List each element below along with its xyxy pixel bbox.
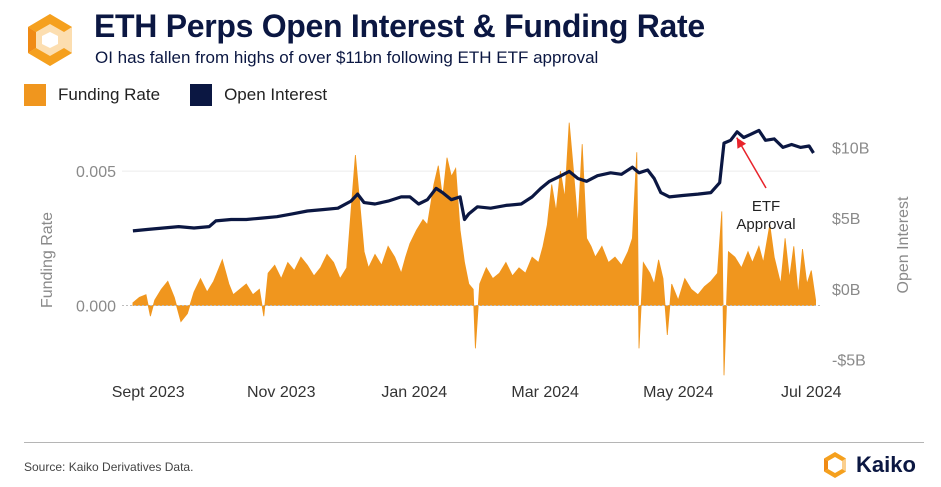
- kaiko-logo: [28, 14, 72, 66]
- y-right-axis-title: Open Interest: [895, 196, 912, 294]
- y-left-axis-title: Funding Rate: [39, 212, 56, 308]
- chart-subtitle: OI has fallen from highs of over $11bn f…: [95, 48, 599, 67]
- x-tick-label: Jan 2024: [381, 384, 447, 401]
- brand-name: Kaiko: [856, 452, 916, 477]
- legend-label-open-interest: Open Interest: [224, 85, 328, 104]
- y-right-tick-label: $5B: [832, 211, 860, 228]
- x-tick-label: May 2024: [643, 384, 713, 401]
- y-left-tick-label: 0.000: [76, 298, 116, 315]
- legend: Funding Rate Open Interest: [24, 84, 357, 106]
- chart-title: ETH Perps Open Interest & Funding Rate: [94, 8, 705, 44]
- x-tick-label: Mar 2024: [511, 384, 579, 401]
- open-interest-line: [132, 128, 815, 233]
- kaiko-brand-icon: [824, 452, 846, 478]
- annotation-arrow-head: [736, 137, 747, 149]
- y-right-tick-label: $0B: [832, 282, 860, 299]
- legend-swatch-open-interest: [190, 84, 213, 106]
- legend-item-funding-rate: Funding Rate: [24, 84, 160, 106]
- brand: Kaiko: [820, 450, 916, 480]
- legend-swatch-funding-rate: [24, 84, 46, 106]
- legend-label-funding-rate: Funding Rate: [58, 85, 161, 104]
- footer-divider: [24, 442, 924, 443]
- annotation-text: Approval: [736, 216, 795, 233]
- funding-rate-area: [132, 122, 816, 376]
- y-left-tick-label: 0.005: [76, 164, 116, 181]
- annotation-text: ETF: [752, 198, 780, 215]
- x-tick-label: Sept 2023: [112, 384, 185, 401]
- y-right-tick-label: $10B: [832, 140, 869, 157]
- source-note: Source: Kaiko Derivatives Data.: [24, 460, 194, 474]
- y-right-tick-label: -$5B: [832, 353, 866, 370]
- x-tick-label: Nov 2023: [247, 384, 316, 401]
- legend-item-open-interest: Open Interest: [190, 84, 327, 106]
- x-tick-label: Jul 2024: [781, 384, 842, 401]
